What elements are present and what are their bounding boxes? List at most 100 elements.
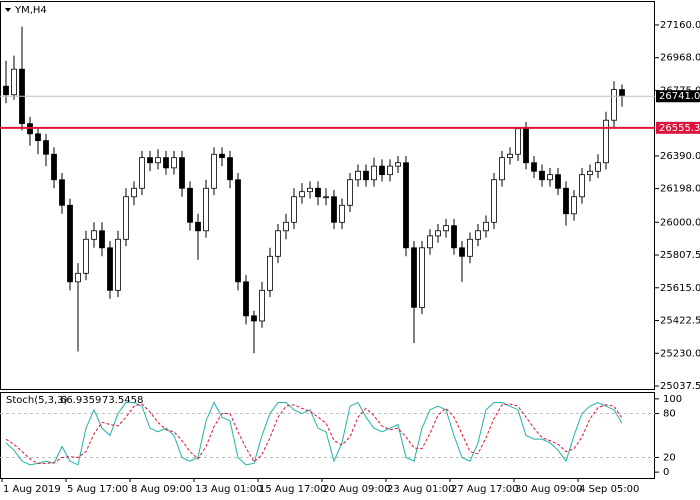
candle-body	[331, 196, 337, 223]
candle-body	[411, 247, 417, 308]
x-tick-label: 4 Sep 05:00	[579, 484, 639, 495]
candle-body	[531, 162, 537, 172]
candle-body	[507, 153, 513, 159]
candle-body	[523, 128, 529, 164]
candle-body	[155, 157, 161, 164]
y-tick-label: 26968.0	[660, 53, 700, 64]
candle-body	[475, 230, 481, 240]
candle-body	[427, 235, 433, 249]
candle-body	[299, 191, 305, 198]
candle-body	[467, 238, 473, 257]
x-tick-label: 27 Aug 17:00	[451, 484, 518, 495]
candle-body	[107, 247, 113, 291]
candle-body	[115, 238, 121, 291]
candle-body	[547, 174, 553, 181]
candle-body	[355, 170, 361, 181]
y-tick-label: 26198.0	[660, 184, 700, 195]
candle-body	[347, 179, 353, 206]
candle-body	[315, 187, 321, 198]
candle-body	[363, 170, 369, 181]
candle-body	[611, 89, 617, 121]
chart-title: YM,H4	[14, 5, 47, 16]
candle-body	[603, 119, 609, 164]
y-tick-label: 20	[663, 452, 676, 463]
candle-body	[139, 157, 145, 189]
candle-body	[195, 221, 201, 232]
candle-body	[163, 157, 169, 169]
x-tick-label: 8 Aug 09:00	[131, 484, 192, 495]
y-tick-label: 25422.5	[660, 316, 700, 327]
y-tick-label: 26000.0	[660, 217, 700, 228]
candle-body	[443, 225, 449, 232]
candle-body	[251, 315, 257, 322]
bid-box	[656, 90, 700, 103]
y-tick-label: 80	[663, 409, 676, 420]
stoch-title: Stoch(5,3,3)	[6, 395, 68, 406]
candle-body	[219, 153, 225, 159]
candle-body	[67, 204, 73, 283]
candle-body	[323, 196, 329, 199]
candle-body	[211, 153, 217, 189]
y-tick-label: 25615.0	[660, 283, 700, 294]
candle-body	[387, 165, 393, 176]
y-tick-label: 27160.0	[660, 20, 700, 31]
y-tick-label: 25037.5	[660, 381, 700, 392]
symbol-icon	[5, 8, 11, 12]
candle-body	[147, 157, 153, 164]
x-tick-label: 23 Aug 01:00	[387, 484, 454, 495]
x-tick-label: 15 Aug 17:00	[259, 484, 326, 495]
candle-body	[339, 204, 345, 223]
y-tick-label: 25230.0	[660, 348, 700, 359]
stoch-panel	[0, 392, 655, 479]
x-tick-label: 1 Aug 2019	[3, 484, 61, 495]
bid-label: 26741.0	[659, 91, 700, 102]
candle-body	[235, 179, 241, 283]
stoch-k-value: 66.9359	[60, 395, 101, 406]
candle-body	[131, 187, 137, 198]
x-tick-label: 5 Aug 17:00	[67, 484, 128, 495]
y-tick-label: 25807.5	[660, 250, 700, 261]
candle-body	[187, 187, 193, 223]
candle-body	[43, 140, 49, 155]
stoch-d-value: 73.5458	[102, 395, 143, 406]
candle-body	[435, 230, 441, 237]
candle-body	[259, 289, 265, 322]
candle-body	[579, 174, 585, 198]
candle-body	[483, 221, 489, 232]
candle-body	[83, 238, 89, 274]
candle-body	[515, 128, 521, 155]
candle-body	[587, 170, 593, 176]
candle-body	[35, 133, 41, 142]
candle-body	[459, 247, 465, 257]
candle-body	[571, 196, 577, 215]
candle-body	[291, 196, 297, 223]
hline-label: 26555.3	[659, 123, 700, 134]
candle-body	[243, 281, 249, 317]
candle-body	[499, 157, 505, 181]
candle-body	[3, 85, 9, 96]
candle-body	[75, 272, 81, 283]
candle-body	[51, 153, 57, 181]
candle-body	[539, 170, 545, 181]
candle-body	[11, 68, 17, 96]
x-tick-label: 20 Aug 09:00	[323, 484, 390, 495]
candle-body	[91, 230, 97, 240]
main-panel	[0, 1, 655, 390]
candle-body	[491, 179, 497, 223]
candle-body	[171, 157, 177, 169]
candle-body	[595, 162, 601, 172]
candle-body	[371, 165, 377, 181]
candle-body	[275, 230, 281, 257]
candle-body	[395, 162, 401, 167]
stoch-line	[5, 401, 623, 466]
candle-body	[555, 174, 561, 189]
candle-body	[403, 162, 409, 249]
candle-body	[379, 165, 385, 176]
candle-body	[179, 157, 185, 189]
x-tick-label: 13 Aug 01:00	[195, 484, 262, 495]
candle-body	[419, 247, 425, 308]
candle-body	[227, 157, 233, 181]
y-tick-label: 0	[663, 467, 669, 478]
